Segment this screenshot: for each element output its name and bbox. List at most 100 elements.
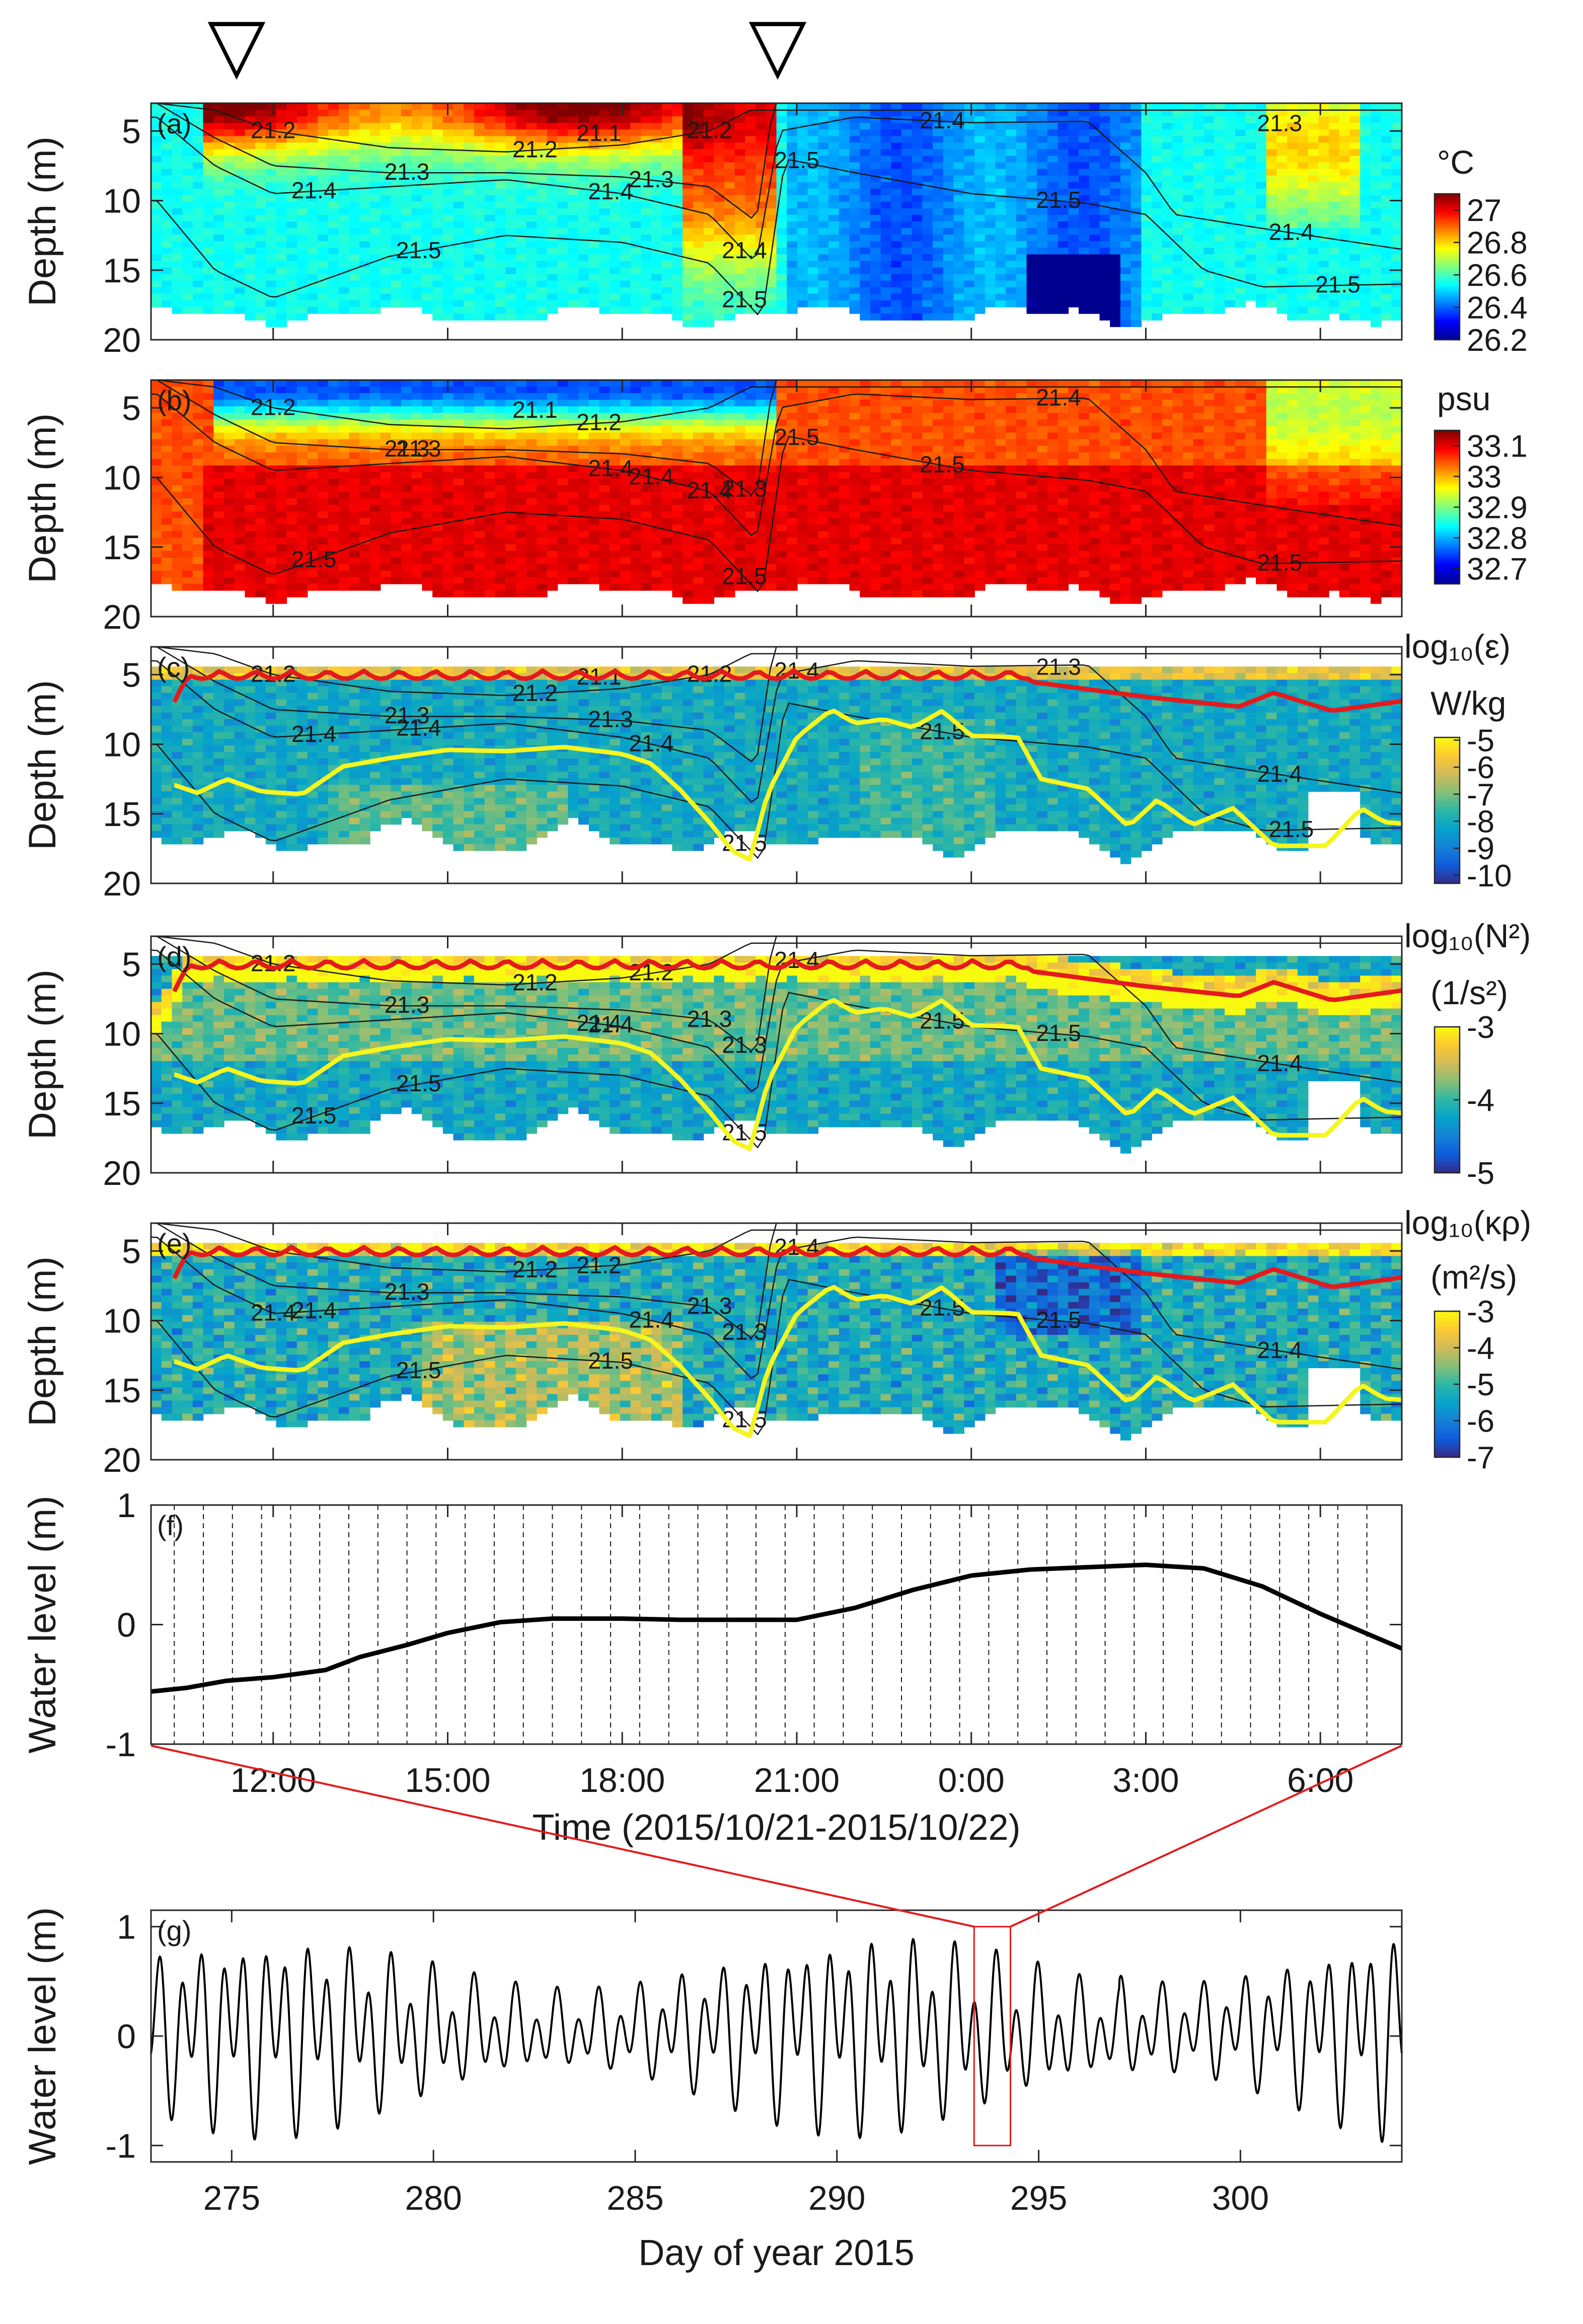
heatmap-cell [1152,267,1163,274]
heatmap-cell [422,103,433,110]
heatmap-cell [318,228,329,235]
heatmap-cell [182,215,193,222]
heatmap-cell [370,492,381,499]
heatmap-cell [224,301,235,308]
heatmap-cell [954,163,965,170]
heatmap-cell [1141,307,1152,314]
heatmap-cell [641,274,652,281]
heatmap-cell [1339,136,1350,143]
heatmap-cell [286,208,297,215]
heatmap-cell [954,261,965,268]
heatmap-cell [1006,129,1017,136]
heatmap-cell [870,169,881,176]
heatmap-cell [589,274,600,281]
heatmap-cell [1068,301,1079,308]
heatmap-cell [454,387,465,394]
heatmap-cell [1298,248,1309,255]
heatmap-cell [651,287,662,294]
heatmap-cell [922,208,933,215]
heatmap-cell [1141,129,1152,136]
heatmap-cell [526,163,538,170]
heatmap-cell [850,149,861,156]
heatmap-cell [162,169,173,176]
heatmap-cell [422,195,433,202]
heatmap-cell [182,274,193,281]
heatmap-cell [1172,129,1183,136]
heatmap-cell [474,584,485,591]
heatmap-cell [1235,261,1246,268]
heatmap-cell [1204,301,1215,308]
heatmap-cell [1172,267,1183,274]
heatmap-cell [235,505,246,512]
heatmap-cell [422,301,433,308]
heatmap-cell [359,301,370,308]
heatmap-cell [339,439,350,446]
heatmap-cell [1162,281,1173,288]
heatmap-cell [1204,254,1215,261]
heatmap-cell [182,189,193,196]
heatmap-cell [1131,169,1142,176]
heatmap-cell [787,248,798,255]
heatmap-cell [162,446,173,453]
heatmap-cell [589,294,600,301]
heatmap-cell [891,215,902,222]
heatmap-cell [224,439,235,446]
heatmap-cell [454,485,465,492]
heatmap-cell [1225,103,1236,110]
heatmap-cell [485,518,496,525]
heatmap-cell [401,149,412,156]
heatmap-cell [339,176,350,183]
heatmap-cell [1068,274,1079,281]
heatmap-cell [620,254,631,261]
heatmap-cell [245,498,256,505]
heatmap-cell [1214,136,1225,143]
heatmap-cell [1245,215,1256,222]
heatmap-cell [1277,149,1288,156]
heatmap-cell [370,189,381,196]
heatmap-cell [235,485,246,492]
heatmap-cell [203,142,214,149]
heatmap-cell [1266,254,1277,261]
heatmap-cell [547,202,558,209]
heatmap-cell [1141,123,1152,130]
heatmap-cell [1172,182,1183,189]
heatmap-cell [1068,287,1079,294]
heatmap-cell [995,274,1006,281]
heatmap-cell [286,446,297,453]
heatmap-cell [735,182,746,189]
heatmap-cell [954,156,965,163]
heatmap-cell [381,511,392,518]
heatmap-cell [964,103,975,110]
heatmap-cell [1047,228,1059,235]
heatmap-cell [266,103,277,110]
heatmap-cell [985,294,996,301]
heatmap-cell [454,577,465,584]
heatmap-cell [985,142,996,149]
heatmap-cell [485,142,496,149]
heatmap-cell [1193,169,1204,176]
heatmap-cell [1235,110,1246,117]
heatmap-cell [162,142,173,149]
heatmap-cell [224,413,235,420]
heatmap-cell [943,241,954,248]
heatmap-cell [1183,189,1194,196]
heatmap-cell [1339,228,1350,235]
heatmap-cell [995,129,1006,136]
heatmap-cell [1110,189,1121,196]
heatmap-cell [432,406,443,413]
heatmap-cell [454,163,465,170]
heatmap-cell [922,215,933,222]
heatmap-cell [860,182,871,189]
heatmap-cell [1172,142,1183,149]
heatmap-cell [339,387,350,394]
heatmap-cell [912,254,923,261]
heatmap-cell [464,406,475,413]
heatmap-cell [245,538,256,545]
heatmap-cell [777,287,788,294]
heatmap-cell [777,274,788,281]
heatmap-cell [308,294,319,301]
heatmap-cell [568,248,579,255]
heatmap-cell [1225,123,1236,130]
heatmap-cell [1225,189,1236,196]
heatmap-cell [193,116,204,123]
